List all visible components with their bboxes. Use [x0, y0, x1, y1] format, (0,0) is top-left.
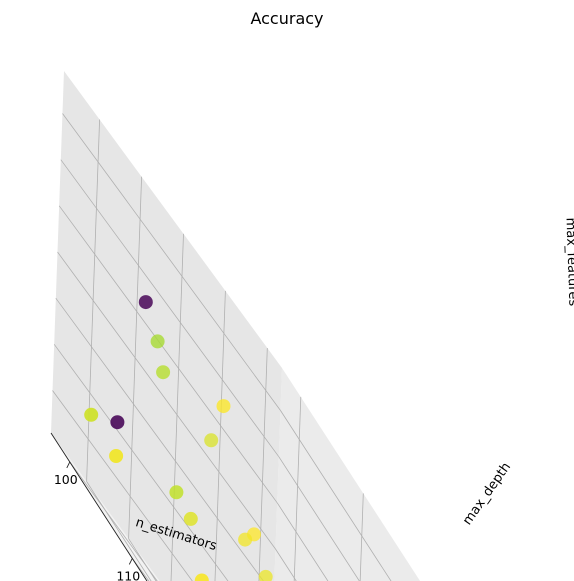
- data-point: [194, 573, 209, 581]
- data-point: [138, 295, 153, 310]
- x-axis-line: [50, 432, 148, 581]
- x-tick: [128, 558, 133, 565]
- gridline-x: [359, 493, 364, 581]
- gridline-z: [55, 297, 264, 581]
- x-tick-label: 100: [54, 472, 78, 487]
- left-pane: [51, 71, 282, 581]
- gridline-z: [53, 344, 229, 581]
- data-point: [150, 334, 165, 349]
- scatter-points: [84, 295, 273, 581]
- gridline-y: [86, 481, 152, 581]
- data-point: [169, 485, 184, 500]
- gridline-z: [280, 410, 392, 581]
- z-axis-label: max_features: [562, 217, 574, 306]
- data-point: [84, 407, 99, 422]
- data-point: [258, 569, 273, 581]
- gridline-z: [60, 159, 280, 457]
- axis-edges: [50, 432, 148, 581]
- back-pane: [274, 368, 421, 581]
- data-point: [110, 415, 125, 430]
- chart-title: Accuracy: [250, 9, 323, 28]
- gridline-z: [58, 205, 278, 504]
- gridline-z: [57, 251, 276, 550]
- data-point: [156, 365, 171, 380]
- data-point: [204, 433, 219, 448]
- data-point: [183, 511, 198, 526]
- tick-labels: 100110120130140150204060801002.55.07.510…: [54, 472, 140, 581]
- gridline-z: [62, 113, 281, 411]
- y-axis-label: max_depth: [460, 460, 514, 528]
- data-point: [109, 449, 124, 463]
- gridline-z: [278, 456, 360, 581]
- x-tick: [66, 461, 71, 469]
- gridline-z: [52, 390, 193, 581]
- x-tick-label: 110: [116, 568, 140, 581]
- data-point: [216, 399, 231, 414]
- data-point: [238, 532, 253, 547]
